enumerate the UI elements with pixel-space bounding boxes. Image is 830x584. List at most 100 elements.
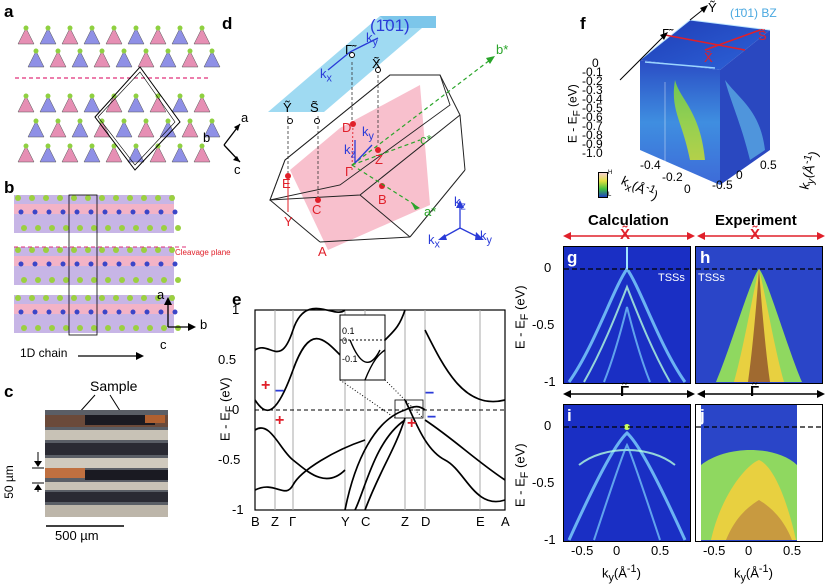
atom [57,195,63,201]
atom [49,325,55,331]
parity-plus: + [275,412,284,429]
atom [46,209,52,215]
parity-minus: − [275,383,284,400]
f-ztick: -0.9 [582,137,603,151]
atom [165,118,171,124]
tetrahedron [149,27,167,45]
atom [85,247,91,253]
atom [29,247,35,253]
band-line [354,419,406,511]
atom [43,195,49,201]
d-point-Gamma: Γ [345,164,353,179]
atom [23,93,29,99]
f-ztick: 0 [592,56,599,70]
atom [57,247,63,253]
atom [35,277,41,283]
tetrahedron [71,50,89,68]
panel-h-label: h [700,248,711,267]
panel-i-svg [564,424,690,541]
axis-a-label-b: a [157,287,165,302]
axes-b: a b c [150,285,220,360]
crystal-structure-a-svg [15,25,221,171]
panel-a-label: a [4,2,14,21]
atom [29,295,35,301]
atom [133,143,139,149]
tetrahedron [181,50,199,68]
d-point-Y: Y [284,214,293,229]
panel-c-label: c [4,382,14,401]
axis-c-label-b: c [160,337,167,352]
g-kpoint: X̃ [620,226,631,243]
tetrahedron [17,95,35,113]
atom [85,295,91,301]
atom [99,48,105,54]
atom [21,277,27,283]
cleavage-plane-label: Cleavage plane [175,248,231,257]
f-kytick: 0.5 [760,158,777,172]
tetrahedron [49,50,67,68]
atom [23,143,29,149]
e-xtick: C [361,514,371,529]
panel-j-label: j [700,406,705,425]
atom [43,247,49,253]
atom [71,195,77,201]
atom [60,261,66,267]
atom [45,93,51,99]
band-structure-svg: ++−+−−0.10-0.1 [254,307,506,511]
atom [144,309,150,315]
atom [102,309,108,315]
axis-c-label: c [234,162,241,177]
atom [133,93,139,99]
inset-band [349,339,386,381]
e-ytick: 1 [232,302,240,317]
band-line [364,417,406,511]
f-kxtick: 0 [684,182,691,196]
d-G-surf: Γ̃ [345,42,353,57]
e-xtick: Γ [289,514,297,529]
atom [116,261,122,267]
panel-e-label: e [232,290,242,309]
d-kx: kx [320,66,332,85]
atom [116,309,122,315]
axis-b-label-b: b [200,317,208,332]
atom [127,195,133,201]
d-point-A: A [318,244,327,259]
crystal-structure-a [10,22,221,172]
e-xtick: B [251,514,260,529]
atom [67,25,73,31]
atom [71,247,77,253]
arpes-3d-cube [619,0,830,200]
atom [105,277,111,283]
atom [21,225,27,231]
atom [119,225,125,231]
tetrahedron [71,120,89,138]
tetrahedron [83,145,101,163]
tetrahedron [39,95,57,113]
atom [102,261,108,267]
atom [158,261,164,267]
brillouin-zone-svg [268,16,495,250]
d-ky: ky [366,30,378,49]
atom [133,225,139,231]
panel-g-svg [564,247,690,383]
tetrahedron [61,27,79,45]
ghij-tick: 0 [745,543,753,558]
atom [102,209,108,215]
tetrahedron [137,120,155,138]
h-tss-label: TSSs [698,272,725,284]
f-kytick: -0.5 [712,178,733,192]
ghij-tick: 0 [544,418,552,433]
atom [127,295,133,301]
atom [99,118,105,124]
panel-h-svg [696,268,822,382]
g-ylabel: E - EF (eV) [512,285,532,350]
arpes-3d-cube-svg [619,5,771,185]
atom [209,48,215,54]
f-ztick: -0.1 [582,65,603,79]
crystal-structure-b-svg [14,194,189,336]
f-S-label: S̃ [758,28,767,43]
atom [55,48,61,54]
zoom-connector [384,379,424,419]
atom [74,261,80,267]
atom [187,118,193,124]
